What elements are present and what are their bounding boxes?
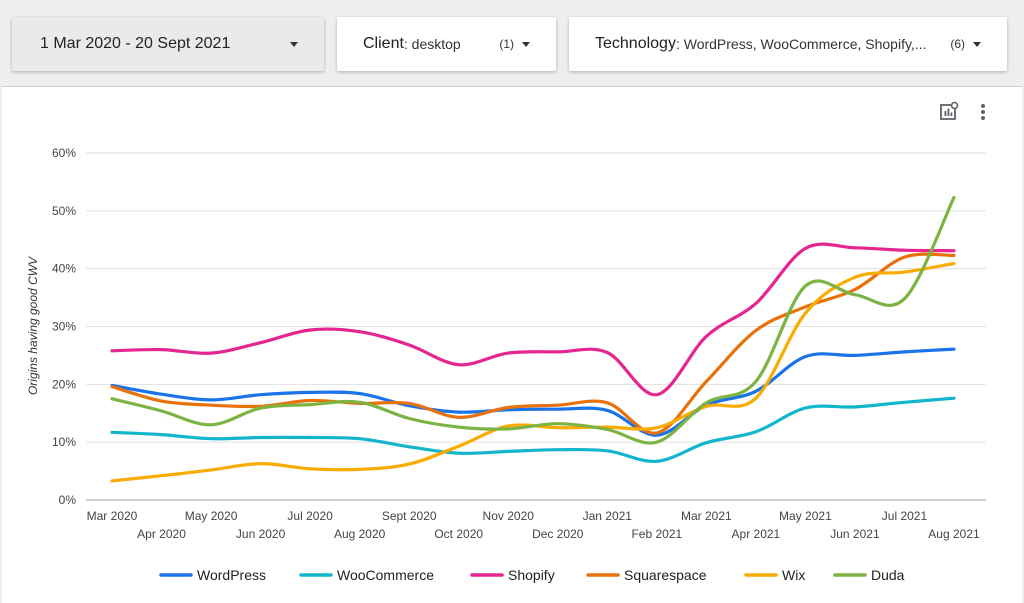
caret-down-icon [290, 41, 298, 47]
date-range-filter[interactable]: 1 Mar 2020 - 20 Sept 2021 [12, 17, 324, 71]
technology-filter[interactable]: Technology : WordPress, WooCommerce, Sho… [569, 17, 1007, 71]
caret-down-icon [522, 41, 530, 47]
technology-filter-count: (6) [950, 37, 965, 51]
client-filter-label: Client [363, 35, 404, 52]
client-filter-value: : desktop [403, 36, 461, 52]
caret-down-icon [973, 41, 981, 47]
date-range-label: 1 Mar 2020 - 20 Sept 2021 [40, 35, 231, 52]
filter-bar: 1 Mar 2020 - 20 Sept 2021 Client : deskt… [0, 0, 1024, 86]
more-vert-icon[interactable] [974, 101, 992, 123]
chart-explore-icon[interactable] [938, 101, 960, 123]
client-filter[interactable]: Client : desktop (1) [337, 17, 556, 71]
chart-panel [2, 86, 1022, 603]
technology-filter-label: Technology [595, 35, 676, 52]
client-filter-count: (1) [499, 37, 514, 51]
technology-filter-value: : WordPress, WooCommerce, Shopify,... [675, 36, 927, 52]
